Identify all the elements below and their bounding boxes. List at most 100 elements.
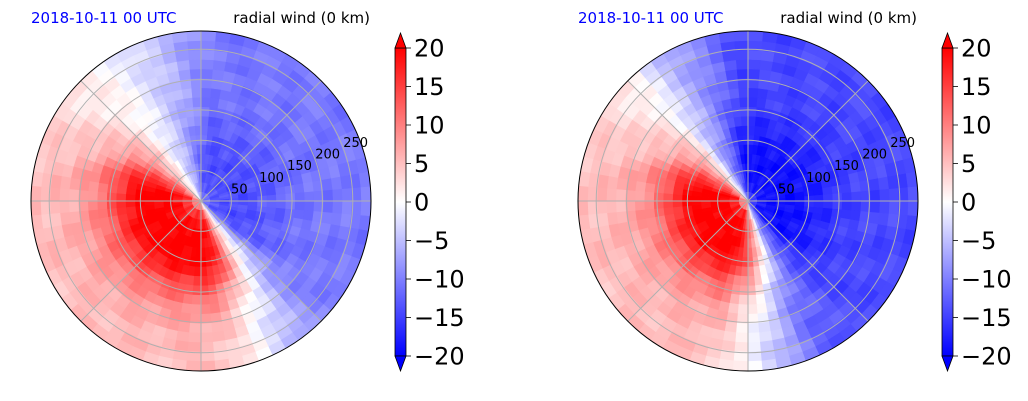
polar-field-cell — [734, 265, 743, 277]
polar-field-cell — [615, 177, 628, 191]
polar-field-cell — [360, 200, 371, 217]
polar-field-cell — [731, 284, 741, 296]
polar-field-cell — [322, 189, 334, 202]
polar-field-cell — [238, 200, 249, 206]
polar-field-cell — [747, 134, 755, 145]
polar-field-cell — [841, 200, 853, 211]
polar-field-cell — [868, 177, 881, 191]
polar-field-cell — [68, 177, 81, 191]
polar-field-cell — [87, 180, 100, 193]
colorbar-tick-label: −10 — [961, 266, 1012, 294]
polar-field-cell — [177, 321, 191, 334]
polar-field-cell — [653, 184, 665, 194]
polar-field-cell — [332, 188, 343, 202]
polar-field-cell — [747, 322, 760, 334]
polar-field-cell — [869, 189, 881, 202]
polar-field-cell — [868, 211, 881, 225]
polar-field-cell — [341, 187, 353, 202]
polar-field-cell — [596, 187, 608, 202]
colorbar-tick-label: 15 — [414, 73, 445, 101]
colorbar-left-ticks: 20 15 10 5 0 −5 −10 −15 −20 — [406, 35, 465, 371]
colorbar-left: 20 15 10 5 0 −5 −10 −15 −20 — [394, 31, 465, 373]
polar-field-cell — [275, 193, 287, 202]
colorbar-tick-label: 20 — [961, 35, 992, 63]
polar-field-cell — [849, 209, 862, 222]
polar-field-cell — [177, 68, 191, 81]
polar-field-cell — [732, 31, 749, 42]
polar-field-cell — [615, 189, 627, 202]
polar-frame-right — [577, 30, 919, 372]
polar-field-cell — [578, 200, 589, 217]
polar-field-cell — [740, 115, 749, 127]
polar-field-cell — [193, 275, 202, 287]
polar-field-cell — [907, 185, 918, 202]
polar-field-cell — [724, 321, 738, 334]
polar-field-cell — [643, 200, 655, 211]
polar-grid-spoke — [627, 200, 749, 322]
polar-field-cell — [794, 200, 805, 207]
polar-field-cell — [200, 304, 212, 315]
polar-frame-left — [30, 30, 372, 372]
polar-grid-left — [31, 31, 371, 371]
polar-field-cell — [822, 207, 834, 217]
polar-field-cell — [247, 200, 258, 207]
radial-tick-label: 200 — [862, 148, 887, 163]
polar-field-cell — [59, 188, 70, 202]
colorbar-tick-label: 15 — [961, 73, 992, 101]
polar-field-cell — [200, 294, 211, 306]
polar-field-cell — [68, 200, 80, 213]
polar-field-cell — [747, 59, 761, 70]
polar-field-cell — [321, 211, 334, 225]
polar-field-cell — [321, 177, 334, 191]
polar-field-cell — [200, 322, 213, 334]
polar-field-cell — [743, 238, 749, 249]
polar-field-cell — [634, 200, 645, 212]
polar-field-cell — [97, 182, 109, 194]
polar-field-cell — [115, 200, 127, 209]
polar-field-cell — [736, 322, 749, 334]
polar-field-cell — [208, 97, 220, 109]
polar-field-cell — [190, 304, 202, 315]
polar-field-cell — [193, 115, 202, 127]
polar-field-cell — [734, 341, 749, 353]
colorbar-tick-label: −10 — [414, 266, 465, 294]
polar-field-cell — [732, 360, 749, 371]
polar-field-cell — [758, 68, 772, 81]
panel-left-date-title: 2018-10-11 00 UTC — [31, 9, 177, 27]
polar-grid-spoke — [747, 80, 869, 202]
colorbar-right-extend-top — [941, 31, 954, 49]
polar-field-cell — [681, 194, 692, 202]
polar-field-cell — [200, 125, 208, 136]
polar-field-cell — [106, 192, 117, 202]
polar-field-cell — [285, 192, 296, 202]
polar-field-cell — [192, 106, 202, 117]
polar-field-cell — [68, 189, 80, 202]
polar-field-cell — [192, 285, 202, 296]
polar-field-cell — [907, 200, 918, 217]
polar-field-cell — [653, 200, 664, 210]
polar-field-cell — [634, 180, 647, 193]
polar-field-cell — [747, 87, 759, 98]
colorbar-tick-label: 5 — [414, 150, 429, 178]
polar-field-cell — [265, 206, 277, 215]
polar-grid-spoke — [200, 200, 322, 322]
polar-field-cell — [643, 191, 655, 202]
polar-field-cell — [191, 96, 202, 108]
polar-field-cell — [194, 257, 202, 268]
polar-field-cell — [747, 341, 762, 353]
polar-field-cell — [735, 332, 749, 343]
panel-left-variable-title: radial wind (0 km) — [233, 9, 370, 27]
polar-field-cell — [294, 191, 306, 202]
radial-tick-label: 200 — [315, 148, 340, 163]
polar-field-cell — [187, 265, 196, 277]
polar-field-cell — [200, 96, 211, 108]
polar-field-cell — [200, 332, 214, 343]
polar-field-cell — [207, 115, 217, 127]
panel-right-variable-title: radial wind (0 km) — [780, 9, 917, 27]
polar-field-cell — [96, 191, 108, 202]
polar-field-cell — [747, 153, 753, 164]
polar-grid-spoke — [80, 200, 202, 322]
polar-field-cell — [341, 200, 353, 215]
